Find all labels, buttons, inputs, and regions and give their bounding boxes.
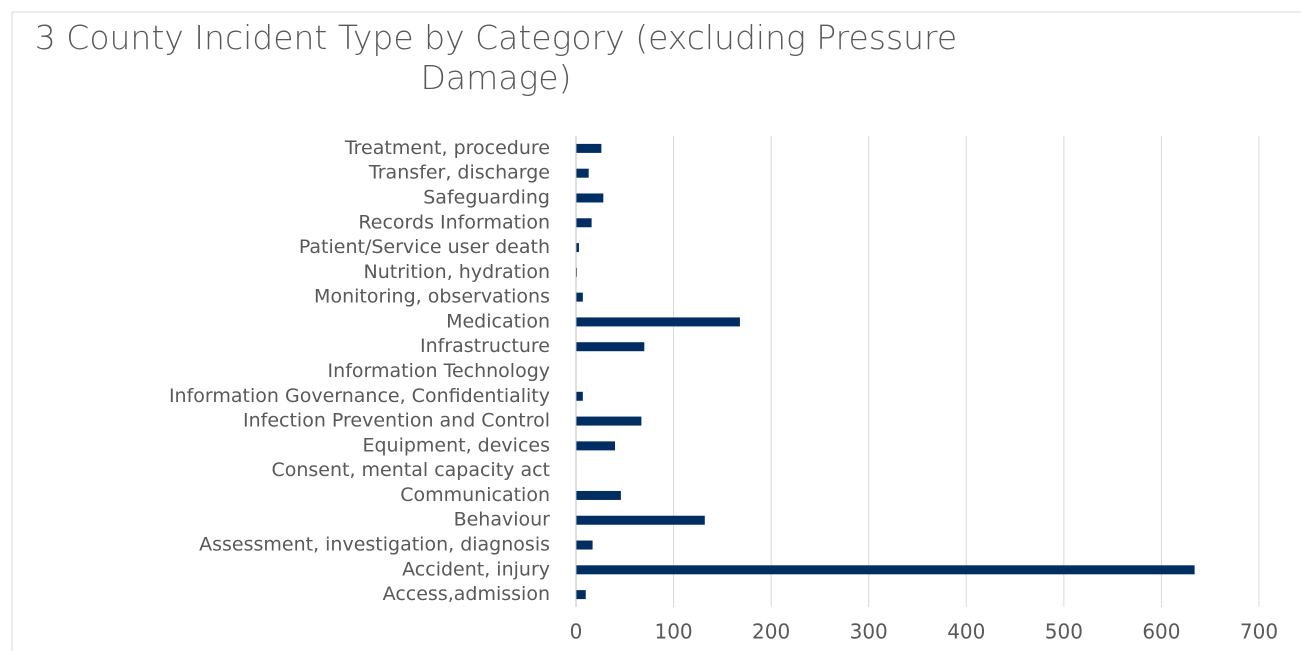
bar [576, 342, 645, 352]
bar [576, 391, 583, 401]
y-tick-label: Nutrition, hydration [364, 261, 550, 283]
bar [576, 441, 616, 451]
y-tick-label: Transfer, discharge [368, 162, 550, 184]
bar [576, 292, 583, 302]
y-tick-label: Communication [400, 484, 550, 506]
bar [576, 317, 740, 327]
bar [576, 168, 589, 178]
y-tick-label: Monitoring, observations [314, 286, 550, 308]
x-tick-label: 300 [850, 620, 888, 644]
x-tick-label: 600 [1142, 620, 1180, 644]
bar [576, 565, 1195, 575]
y-tick-label: Access,admission [383, 583, 550, 605]
bar [576, 143, 602, 153]
y-tick-label: Patient/Service user death [299, 236, 550, 258]
bar [576, 515, 705, 525]
bar [576, 590, 586, 600]
y-tick-label: Medication [446, 310, 550, 332]
y-tick-label: Records Information [358, 211, 550, 233]
bar [576, 243, 579, 253]
y-tick-label: Equipment, devices [362, 434, 550, 456]
bar [576, 416, 642, 426]
y-tick-label: Safeguarding [423, 186, 550, 208]
x-tick-label: 500 [1045, 620, 1083, 644]
bar [576, 540, 593, 550]
x-tick-label: 200 [752, 620, 790, 644]
bar [576, 218, 592, 228]
y-tick-label: Infection Prevention and Control [243, 410, 550, 432]
x-tick-label: 700 [1240, 620, 1278, 644]
chart-title: 3 County Incident Type by Category (excl… [34, 18, 958, 97]
y-tick-label: Accident, injury [402, 558, 550, 580]
x-tick-label: 400 [947, 620, 985, 644]
y-tick-label: Information Technology [328, 360, 550, 382]
x-tick-label: 100 [654, 620, 692, 644]
y-tick-label: Assessment, investigation, diagnosis [199, 534, 550, 556]
y-tick-label: Consent, mental capacity act [271, 459, 550, 481]
y-tick-label: Treatment, procedure [344, 137, 550, 159]
bar [576, 490, 621, 500]
y-tick-label: Behaviour [454, 509, 551, 531]
x-tick-label: 0 [570, 620, 583, 644]
y-tick-label: Infrastructure [420, 335, 550, 357]
y-tick-label: Information Governance, Confidentiality [169, 385, 550, 407]
bar [576, 193, 604, 203]
